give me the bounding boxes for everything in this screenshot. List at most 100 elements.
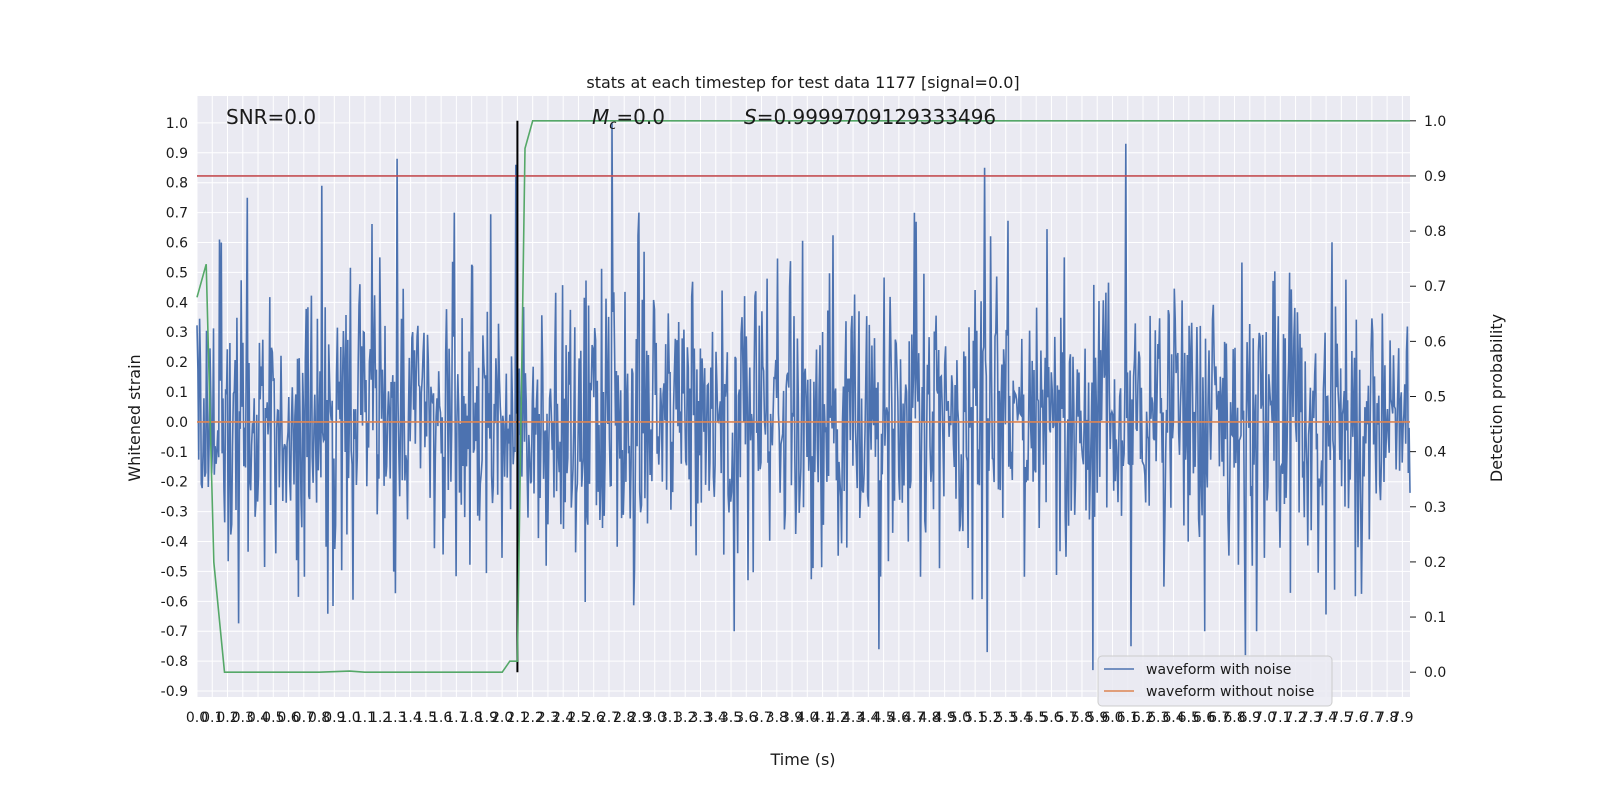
y-tick-label: 0.7 (166, 206, 188, 222)
x-tick-label: 3.2 (674, 710, 696, 726)
x-tick-label: 5.6 (1040, 710, 1062, 726)
x-tick-label: 1.6 (430, 710, 452, 726)
x-tick-label: 1.1 (354, 710, 376, 726)
x-tick-label: 7.6 (1345, 710, 1367, 726)
x-tick-label: 5.1 (964, 710, 986, 726)
x-tick-label: 0.9 (323, 710, 345, 726)
y2-tick-label: 0.6 (1424, 334, 1446, 350)
x-tick-label: 5.9 (1086, 710, 1108, 726)
y2-tick-label: 0.8 (1424, 224, 1446, 240)
x-tick-label: 7.3 (1300, 710, 1322, 726)
x-tick-label: 3.7 (750, 710, 772, 726)
x-tick-label: 6.9 (1239, 710, 1261, 726)
x-tick-label: 2.2 (522, 710, 544, 726)
y-tick-label: -0.3 (161, 505, 188, 521)
x-tick-label: 2.3 (537, 710, 559, 726)
legend-label: waveform without noise (1146, 684, 1314, 700)
x-tick-label: 0.2 (216, 710, 238, 726)
y-tick-label: 0.6 (166, 236, 188, 252)
x-tick-label: 1.5 (415, 710, 437, 726)
y2-tick-label: 0.1 (1424, 610, 1446, 626)
x-tick-label: 3.8 (766, 710, 788, 726)
x-tick-label: 4.2 (827, 710, 849, 726)
x-tick-label: 5.5 (1025, 710, 1047, 726)
x-tick-label: 0.5 (262, 710, 284, 726)
y2-tick-labels: 1.0 0.9 0.8 0.7 0.6 0.5 0.4 0.3 0.2 0.1 0.0 (1410, 114, 1446, 681)
y-tick-label: 0.4 (166, 295, 188, 311)
x-tick-label: 6.5 (1178, 710, 1200, 726)
y2-tick-label: 0.7 (1424, 279, 1446, 295)
y-tick-label: 0.2 (166, 355, 188, 371)
noise-series (196, 122, 1411, 671)
y-tick-label: -0.9 (161, 684, 188, 700)
y-tick-label: -0.2 (161, 475, 188, 491)
x-tick-label: 2.6 (583, 710, 605, 726)
chart-lines (196, 120, 1410, 673)
x-tick-label: 4.4 (857, 710, 879, 726)
chart-title: stats at each timestep for test data 117… (586, 73, 1019, 92)
x-tick-label: 1.7 (445, 710, 467, 726)
x-tick-label: 6.8 (1223, 710, 1245, 726)
x-tick-label: 7.9 (1391, 710, 1413, 726)
x-tick-label: 6.4 (1162, 710, 1184, 726)
x-tick-label: 5.2 (979, 710, 1001, 726)
y-tick-label: 1.0 (166, 116, 188, 132)
x-tick-label: 2.8 (613, 710, 635, 726)
x-tick-label: 6.6 (1193, 710, 1215, 726)
x-tick-label: 1.4 (399, 710, 421, 726)
x-tick-label: 4.1 (811, 710, 833, 726)
legend-box (1097, 655, 1333, 707)
y2-tick-label: 0.0 (1424, 665, 1446, 681)
y-tick-label: -0.4 (161, 535, 188, 551)
x-tick-label: 7.0 (1254, 710, 1276, 726)
x-tick-label: 7.8 (1376, 710, 1398, 726)
y2-tick-label: 0.4 (1424, 445, 1446, 461)
x-tick-label: 2.7 (598, 710, 620, 726)
y-tick-label: -0.8 (161, 654, 188, 670)
x-tick-label: 0.4 (247, 710, 269, 726)
x-tick-label: 4.3 (842, 710, 864, 726)
x-tick-label: 3.4 (705, 710, 727, 726)
x-tick-label: 3.3 (689, 710, 711, 726)
y-tick-label: 0.1 (166, 385, 188, 401)
series-line-detection-probability (196, 120, 1410, 673)
y2-axis-label: Detection probability (1487, 314, 1506, 482)
x-tick-label: 5.8 (1071, 710, 1093, 726)
x-tick-label: 0.3 (232, 710, 254, 726)
x-tick-label: 3.5 (720, 710, 742, 726)
x-tick-label: 6.7 (1208, 710, 1230, 726)
y-tick-label: -0.6 (161, 594, 188, 610)
annotation-s: S=0.9999709129333496 (744, 105, 996, 129)
y-tick-label: -0.1 (161, 445, 188, 461)
x-tick-label: 5.0 (949, 710, 971, 726)
y-tick-label: -0.7 (161, 624, 188, 640)
x-tick-label: 6.1 (1117, 710, 1139, 726)
y2-tick-label: 0.5 (1424, 390, 1446, 406)
legend: waveform with noise waveform without nois… (1097, 655, 1333, 707)
y2-tick-label: 0.9 (1424, 169, 1446, 185)
y-tick-label: 0.9 (166, 146, 188, 162)
y-tick-label: 0.0 (166, 415, 188, 431)
y2-tick-label: 1.0 (1424, 114, 1446, 130)
x-tick-label: 2.0 (491, 710, 513, 726)
x-tick-label: 7.5 (1330, 710, 1352, 726)
y-tick-label: 0.8 (166, 176, 188, 192)
annotation-snr: SNR=0.0 (226, 105, 316, 129)
x-tick-label: 7.2 (1284, 710, 1306, 726)
y-tick-label: 0.5 (166, 265, 188, 281)
x-tick-label: 7.4 (1315, 710, 1337, 726)
x-tick-label: 3.6 (735, 710, 757, 726)
x-tick-label: 4.8 (918, 710, 940, 726)
x-tick-label: 7.7 (1361, 710, 1383, 726)
x-tick-label: 5.3 (995, 710, 1017, 726)
x-tick-label: 0.1 (201, 710, 223, 726)
x-tick-label: 0.0 (186, 710, 208, 726)
x-tick-label: 4.6 (888, 710, 910, 726)
legend-label: waveform with noise (1146, 662, 1291, 678)
x-tick-label: 5.4 (1010, 710, 1032, 726)
x-tick-label: 6.2 (1132, 710, 1154, 726)
x-tick-label: 1.8 (461, 710, 483, 726)
x-tick-label: 7.1 (1269, 710, 1291, 726)
annotation-mc: Mc=0.0 (592, 105, 665, 133)
